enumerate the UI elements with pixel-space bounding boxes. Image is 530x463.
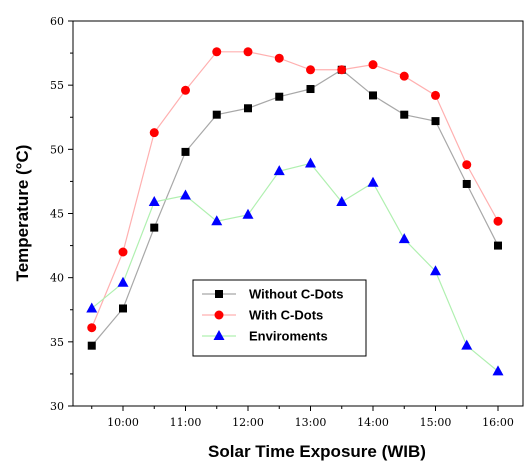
y-tick-label: 40 bbox=[50, 272, 64, 285]
series-2 bbox=[86, 157, 504, 376]
y-tick-label: 50 bbox=[50, 143, 64, 156]
x-tick-label: 13:00 bbox=[295, 416, 327, 429]
plot-frame bbox=[72, 20, 524, 407]
data-point bbox=[493, 216, 503, 226]
data-point bbox=[180, 189, 191, 200]
x-tick-label: 11:00 bbox=[170, 416, 202, 429]
data-point bbox=[150, 223, 159, 232]
y-tick-label: 30 bbox=[50, 400, 64, 413]
data-point bbox=[337, 65, 347, 75]
legend-entry: With C-Dots bbox=[202, 308, 323, 323]
series-layer bbox=[86, 47, 504, 376]
data-point bbox=[274, 53, 284, 63]
data-point bbox=[367, 176, 379, 187]
data-point bbox=[462, 179, 471, 188]
data-point bbox=[244, 104, 252, 113]
x-tick-label: 14:00 bbox=[357, 416, 389, 429]
data-point bbox=[181, 85, 190, 95]
series-line bbox=[91, 162, 499, 372]
data-point bbox=[117, 276, 129, 287]
data-point bbox=[118, 247, 128, 257]
x-tick-label: 16:00 bbox=[482, 416, 514, 429]
x-tick-label: 10:00 bbox=[107, 416, 139, 429]
data-point bbox=[368, 60, 378, 70]
data-point bbox=[211, 215, 223, 226]
data-point bbox=[336, 195, 348, 206]
legend-label: With C-Dots bbox=[249, 308, 323, 323]
data-point bbox=[431, 90, 440, 100]
x-tick-label: 15:00 bbox=[420, 416, 452, 429]
y-tick-label: 35 bbox=[50, 336, 64, 349]
legend-marker bbox=[214, 310, 224, 320]
data-point bbox=[86, 302, 98, 313]
data-point bbox=[462, 160, 472, 170]
data-point bbox=[494, 241, 502, 250]
legend-label: Enviroments bbox=[249, 329, 328, 344]
data-point bbox=[431, 117, 440, 126]
legend-entry: Enviroments bbox=[202, 329, 328, 344]
y-tick-label: 55 bbox=[50, 79, 64, 92]
series-1 bbox=[87, 47, 503, 333]
y-axis-title: Temperature (°C) bbox=[13, 145, 32, 282]
data-point bbox=[87, 341, 96, 350]
legend: Without C-Dots With C-Dots Enviroments bbox=[192, 279, 367, 357]
legend-marker bbox=[213, 330, 225, 340]
data-point bbox=[119, 304, 127, 313]
x-tick-label: 12:00 bbox=[232, 416, 264, 429]
data-point bbox=[430, 265, 441, 276]
data-point bbox=[398, 233, 410, 244]
x-axis-title: Solar Time Exposure (WIB) bbox=[208, 442, 426, 461]
data-point bbox=[369, 91, 377, 100]
legend-label: Without C-Dots bbox=[249, 287, 343, 302]
series-line bbox=[91, 69, 499, 347]
data-point bbox=[275, 92, 284, 101]
data-point bbox=[212, 110, 221, 119]
data-point bbox=[243, 47, 253, 57]
data-point bbox=[305, 157, 316, 168]
data-point bbox=[242, 208, 254, 219]
data-point bbox=[148, 195, 160, 206]
data-point bbox=[306, 65, 315, 75]
data-point bbox=[87, 323, 97, 333]
data-point bbox=[306, 85, 315, 94]
series-0 bbox=[87, 65, 502, 350]
legend-entry: Without C-Dots bbox=[202, 287, 343, 302]
axis-ticks: 30 35 40 45 50 55 60 10:00 11:00 12:00 13:00 14:00 1… bbox=[50, 15, 514, 429]
data-point bbox=[273, 165, 285, 176]
data-point bbox=[461, 339, 473, 350]
data-point bbox=[399, 71, 409, 81]
y-tick-label: 60 bbox=[50, 15, 64, 28]
data-point bbox=[149, 128, 159, 138]
data-point bbox=[212, 47, 222, 57]
data-point bbox=[400, 110, 409, 119]
data-point bbox=[181, 147, 190, 156]
series-line bbox=[91, 51, 499, 328]
legend-marker bbox=[215, 290, 223, 298]
data-point bbox=[492, 365, 504, 376]
y-tick-label: 45 bbox=[50, 208, 64, 221]
